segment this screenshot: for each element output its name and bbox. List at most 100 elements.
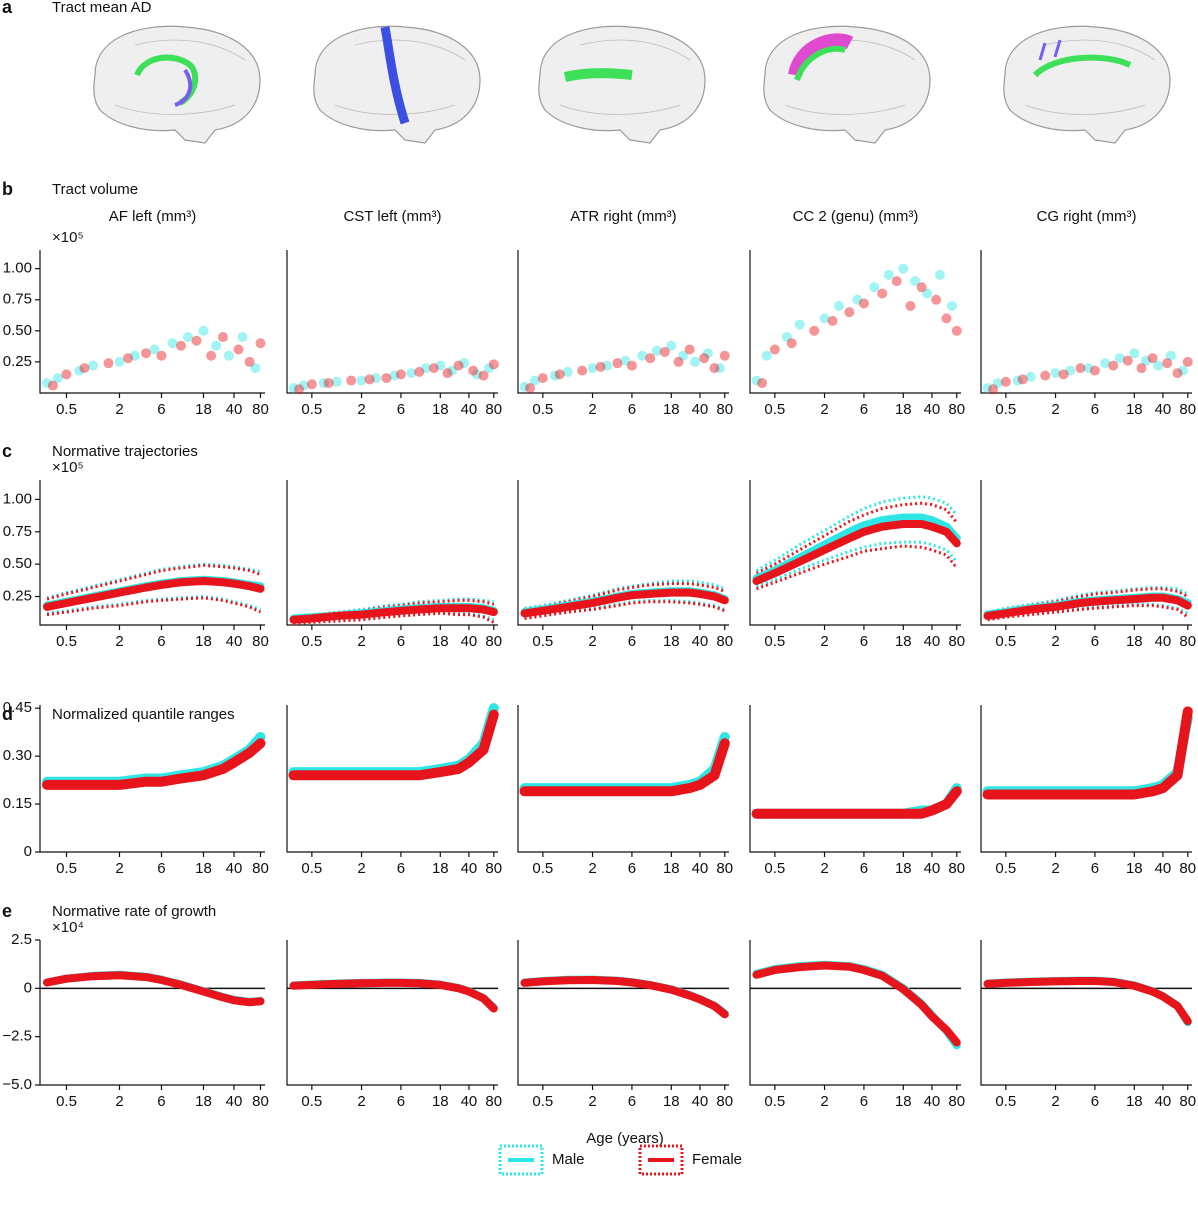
x-tick-label: 80 <box>948 860 965 877</box>
quantile-line <box>755 495 958 572</box>
scatter-point <box>364 374 375 385</box>
x-tick-label: 2 <box>357 1093 365 1110</box>
x-tick-label: 2 <box>820 860 828 877</box>
x-tick-label: 40 <box>1155 401 1172 418</box>
x-tick-label: 2 <box>115 401 123 418</box>
y-tick-label: 1.00 <box>3 490 32 507</box>
x-tick-label: 40 <box>226 633 243 650</box>
x-tick-label: 0.5 <box>301 860 322 877</box>
x-tick-label: 0.5 <box>56 1093 77 1110</box>
panel-letter: b <box>2 179 13 199</box>
x-tick-label: 40 <box>692 860 709 877</box>
scatter-point <box>140 348 151 359</box>
x-tick-label: 18 <box>895 860 912 877</box>
scatter-point <box>941 313 952 324</box>
x-tick-label: 80 <box>252 860 269 877</box>
x-tick-label: 40 <box>924 633 941 650</box>
median-line <box>983 977 1192 1026</box>
scatter-point <box>218 332 229 343</box>
x-tick-label: 6 <box>397 401 405 418</box>
scatter-point <box>781 332 792 343</box>
x-tick-label: 0.5 <box>301 633 322 650</box>
scatter-point <box>529 375 540 386</box>
chart: ×10⁴ 0.5 2 6 18 40 80 2.5 0 −2.5 −5.0 <box>2 919 268 1110</box>
scatter-point <box>537 373 548 384</box>
x-tick-label: 40 <box>692 401 709 418</box>
x-tick-label: 2 <box>820 401 828 418</box>
x-tick-label: 80 <box>948 401 965 418</box>
scatter-point <box>1162 358 1173 369</box>
x-tick-label: 40 <box>461 1093 478 1110</box>
brain-renders <box>93 25 1171 144</box>
scatter-point <box>129 350 140 361</box>
scatter-point <box>459 358 470 369</box>
scatter-point <box>891 276 902 287</box>
scatter-point <box>786 338 797 349</box>
scatter-point <box>666 340 677 351</box>
scatter-point <box>406 368 417 379</box>
scatter-point <box>1040 370 1051 381</box>
chart: 0.5 2 6 18 40 80 <box>749 480 965 650</box>
x-tick-label: 80 <box>485 860 502 877</box>
scatter-point <box>1000 376 1011 387</box>
legend-label: Female <box>692 1151 742 1168</box>
x-tick-label: 0.5 <box>532 401 553 418</box>
scatter-point <box>852 294 863 305</box>
scatter-point <box>488 359 499 370</box>
axis-line <box>749 480 961 626</box>
scatter-point <box>809 325 820 336</box>
x-tick-label: 2 <box>1051 401 1059 418</box>
scatter-point <box>678 350 689 361</box>
x-tick-label: 18 <box>1126 1093 1143 1110</box>
x-axis-label: Age (years) <box>586 1130 664 1147</box>
scatter-point <box>645 353 656 364</box>
median-line <box>751 786 962 819</box>
quantile-line <box>46 596 262 617</box>
scatter-point <box>52 373 63 384</box>
scatter-point <box>182 332 193 343</box>
scatter-point <box>191 335 202 346</box>
x-tick-label: 18 <box>1126 633 1143 650</box>
scatter-point <box>699 353 710 364</box>
chart: 0.5 2 6 18 40 80 <box>749 940 965 1110</box>
scatter-point <box>1075 363 1086 374</box>
y-tick-label: 0 <box>24 979 32 996</box>
scatter-point <box>1172 368 1183 379</box>
x-tick-label: 0.5 <box>532 633 553 650</box>
x-tick-label: 6 <box>1091 633 1099 650</box>
axis-line <box>517 705 729 853</box>
chart: ×10⁵ 0.5 2 6 18 40 80 0.25 0.50 0.75 1.00 <box>3 459 269 650</box>
x-tick-label: 80 <box>1179 1093 1196 1110</box>
scatter-point <box>719 350 730 361</box>
scatter-point <box>471 369 482 380</box>
panel-title: Tract volume <box>52 181 138 198</box>
x-tick-label: 6 <box>1091 860 1099 877</box>
brain <box>538 25 706 144</box>
x-tick-label: 0.5 <box>532 1093 553 1110</box>
scatter-point <box>1017 374 1028 385</box>
y-tick-label: 0.45 <box>3 699 32 716</box>
scatter-point <box>1141 355 1152 366</box>
scatter-point <box>714 363 725 374</box>
brain-detail <box>1024 39 1156 115</box>
brain <box>313 25 481 144</box>
axis-line <box>980 250 1192 394</box>
x-tick-label: 6 <box>628 633 636 650</box>
x-tick-label: 18 <box>195 633 212 650</box>
scatter-point <box>47 380 58 391</box>
x-tick-label: 40 <box>692 1093 709 1110</box>
scatter-point <box>858 298 869 309</box>
x-tick-label: 80 <box>716 860 733 877</box>
chart: AF left (mm³) ×10⁵ 0.5 2 6 18 40 80 0.25 0.50 0.75… <box>3 208 269 418</box>
scatter-point <box>587 363 598 374</box>
median-line <box>519 732 730 794</box>
fiber-tract <box>788 33 854 77</box>
scatter-point <box>79 363 90 374</box>
brain <box>763 25 931 144</box>
y-tick-label: 0.15 <box>3 795 32 812</box>
x-tick-label: 18 <box>432 401 449 418</box>
x-tick-label: 0.5 <box>56 860 77 877</box>
fiber-tract <box>794 45 846 82</box>
x-tick-label: 80 <box>1179 860 1196 877</box>
brain <box>1003 25 1171 144</box>
